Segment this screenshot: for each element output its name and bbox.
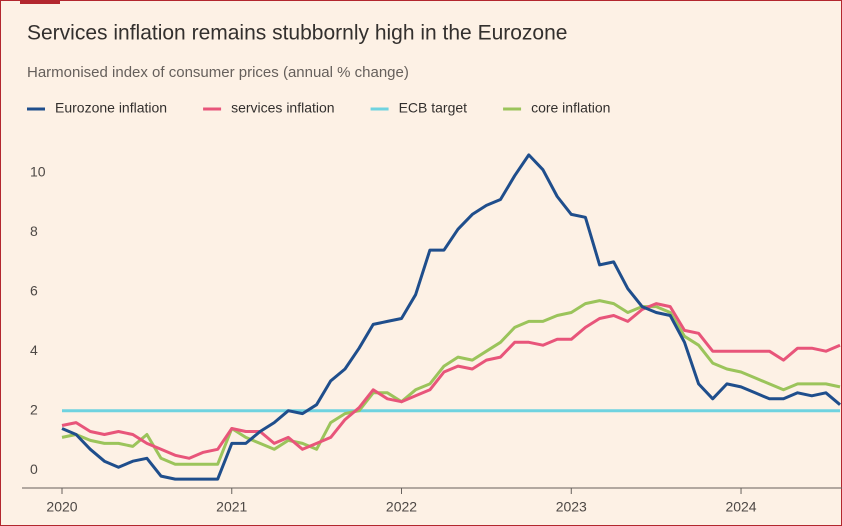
legend-label: core inflation (531, 100, 610, 116)
chart-title: Services inflation remains stubbornly hi… (27, 22, 567, 45)
x-tick-label: 2021 (216, 499, 247, 515)
y-tick-label: 4 (30, 342, 38, 358)
y-tick-label: 0 (30, 461, 38, 477)
legend-label: services inflation (231, 100, 335, 116)
accent (20, 0, 60, 4)
x-tick-label: 2020 (46, 499, 77, 515)
series-line (61, 302, 841, 460)
y-tick-label: 2 (30, 401, 38, 417)
chart-subtitle: Harmonised index of consumer prices (ann… (27, 64, 409, 81)
series-line (61, 299, 841, 466)
series-line (61, 153, 841, 481)
x-tick-label: 2022 (386, 499, 417, 515)
legend-label: Eurozone inflation (55, 100, 167, 116)
y-tick-label: 6 (30, 282, 38, 298)
y-tick-label: 8 (30, 223, 38, 239)
legend-label: ECB target (399, 100, 468, 116)
x-tick-label: 2024 (725, 499, 756, 515)
x-tick-label: 2023 (556, 499, 587, 515)
y-tick-label: 10 (30, 163, 46, 179)
